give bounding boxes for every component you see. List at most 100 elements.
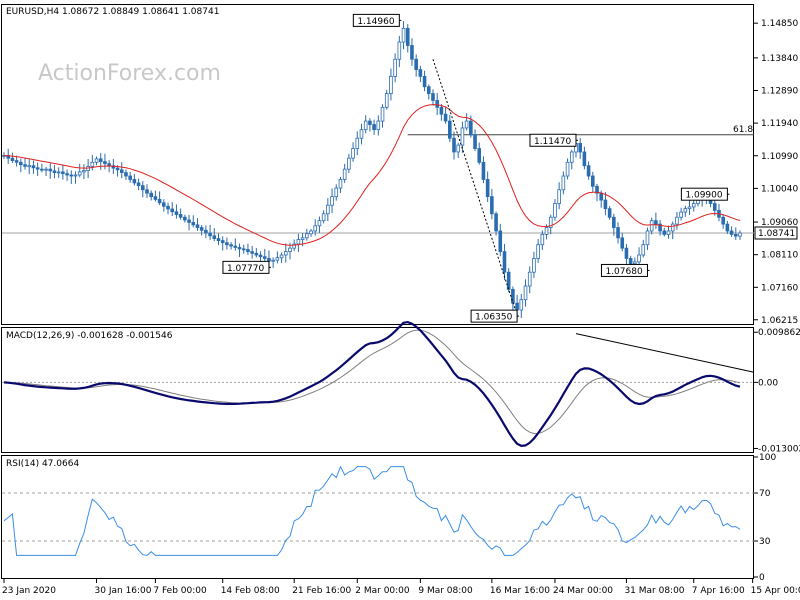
candle-body: [515, 302, 519, 311]
candle-body: [77, 171, 82, 176]
candle-body: [561, 175, 566, 191]
candle-body: [452, 137, 456, 153]
candle-body: [738, 232, 742, 237]
candle-body: [557, 189, 561, 204]
price-annotation-label: 1.06350: [475, 313, 512, 323]
candle-body: [536, 244, 540, 259]
x-tick-label: 14 Feb 08:00: [221, 586, 280, 596]
candle-body: [494, 213, 498, 232]
candle-body: [132, 179, 137, 184]
candle-body: [599, 192, 604, 201]
candle-body: [300, 237, 305, 240]
rsi-layer: [2, 465, 754, 556]
candle-body: [157, 198, 162, 204]
candle-body: [326, 204, 330, 215]
candle-body: [506, 271, 511, 290]
candle-body: [199, 227, 204, 231]
candle-body: [254, 252, 259, 256]
price-y-tick-label: 1.13840: [761, 54, 798, 64]
candle-body: [94, 158, 99, 163]
x-tick-label: 9 Mar 08:00: [418, 586, 473, 596]
candle-body: [679, 211, 683, 218]
candle-body: [241, 248, 246, 251]
x-tick-label: 31 Mar 08:00: [624, 586, 684, 596]
price-y-tick-label: 1.06215: [761, 316, 798, 326]
candle-body: [712, 203, 717, 211]
macd-trendline: [575, 333, 755, 373]
current-price-label: 1.08741: [758, 229, 795, 239]
candle-body: [658, 223, 662, 232]
price-y-tick-label: 1.09060: [761, 218, 798, 228]
candle-body: [10, 157, 15, 161]
candle-body: [98, 158, 103, 162]
price-y-tick-label: 1.12890: [761, 86, 798, 96]
x-tick-label: 21 Feb 16:00: [292, 586, 351, 596]
price-candles: [2, 21, 742, 319]
candle-body: [405, 27, 410, 46]
candle-body: [662, 230, 667, 235]
macd-y-tick-label: 0.00: [758, 378, 778, 388]
candle-body: [136, 182, 141, 187]
macd-y-axis: 0.009862 0.00 -0.013002: [754, 328, 800, 454]
candle-body: [553, 203, 557, 218]
candle-body: [586, 165, 591, 177]
price-y-tick-label: 1.11940: [761, 119, 798, 129]
candle-body: [729, 230, 734, 235]
candle-body: [569, 151, 574, 163]
candle-body: [233, 245, 238, 248]
candle-body: [649, 220, 654, 232]
price-y-axis: 1.14850 1.13840 1.12890 1.11940 1.10990 1.100…: [754, 19, 798, 326]
candle-body: [334, 187, 339, 198]
candle-body: [683, 208, 688, 213]
candle-body: [582, 151, 587, 167]
macd-panel-frame: [1, 327, 754, 453]
price-annotation-label: 1.07770: [227, 264, 264, 274]
candle-body: [191, 221, 196, 226]
candle-body: [721, 216, 725, 225]
price-panel-frame: [1, 4, 754, 325]
candle-body: [262, 256, 267, 259]
candle-body: [687, 206, 692, 210]
candle-body: [548, 216, 553, 228]
candle-body: [490, 196, 494, 215]
candle-body: [397, 41, 402, 60]
candle-body: [422, 76, 427, 88]
candle-body: [469, 120, 473, 136]
candle-body: [250, 251, 254, 254]
rsi-y-tick-label: 30: [759, 537, 771, 547]
candle-body: [283, 251, 288, 256]
current-price-box: [754, 226, 798, 240]
price-header: EURUSD,H4 1.08672 1.08849 1.08641 1.0874…: [6, 7, 219, 17]
fib-level-label: 61.8: [733, 125, 753, 135]
candle-body: [267, 258, 271, 262]
candle-body: [330, 196, 334, 206]
candle-body: [384, 93, 389, 108]
macd-title: MACD(12,26,9) -0.001628 -0.001546: [6, 331, 173, 341]
candle-body: [443, 113, 448, 122]
candle-body: [464, 120, 469, 129]
candle-body: [733, 234, 738, 237]
candle-body: [431, 93, 435, 101]
candle-body: [149, 192, 154, 198]
candle-body: [31, 165, 36, 169]
rsi-line: [3, 465, 741, 556]
candle-body: [603, 199, 608, 210]
candle-body: [162, 202, 166, 207]
candle-body: [633, 261, 637, 265]
candle-body: [115, 167, 120, 171]
price-annotation-label: 1.14960: [357, 17, 394, 27]
candle-body: [44, 168, 48, 171]
price-moving-average: [3, 59, 741, 316]
candle-body: [309, 230, 313, 235]
candle-body: [637, 254, 641, 263]
candle-body: [195, 224, 200, 228]
candle-body: [523, 285, 528, 301]
candle-body: [279, 254, 284, 259]
macd-line: [3, 320, 741, 448]
price-y-tick-label: 1.07160: [761, 283, 798, 293]
candle-body: [414, 58, 418, 70]
candle-body: [460, 127, 465, 146]
candle-body: [174, 211, 179, 215]
candle-body: [73, 174, 78, 177]
